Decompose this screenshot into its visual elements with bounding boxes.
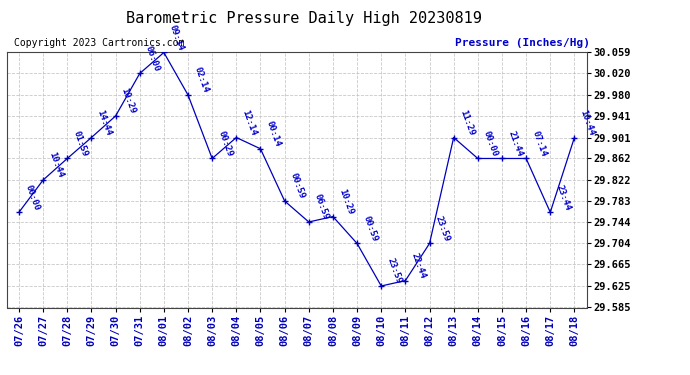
Text: 23:59: 23:59 [386,257,403,285]
Text: Barometric Pressure Daily High 20230819: Barometric Pressure Daily High 20230819 [126,11,482,26]
Text: 23:44: 23:44 [555,183,572,211]
Text: 10:44: 10:44 [579,108,596,137]
Text: 00:59: 00:59 [362,214,379,243]
Text: 11:29: 11:29 [458,108,475,137]
Text: 09:14: 09:14 [168,23,186,52]
Text: 10:44: 10:44 [48,151,65,179]
Text: 00:00: 00:00 [23,183,41,211]
Text: 00:00: 00:00 [482,129,500,158]
Text: 00:59: 00:59 [289,172,306,200]
Text: 07:14: 07:14 [531,129,548,158]
Text: 06:00: 06:00 [144,44,161,73]
Text: 21:44: 21:44 [506,129,524,158]
Text: 23:59: 23:59 [434,214,451,243]
Text: 14:44: 14:44 [96,108,113,137]
Text: Pressure (Inches/Hg): Pressure (Inches/Hg) [455,38,590,48]
Text: 10:29: 10:29 [120,87,137,115]
Text: 00:29: 00:29 [217,129,234,158]
Text: 22:44: 22:44 [410,252,427,280]
Text: 12:14: 12:14 [241,108,258,137]
Text: 10:29: 10:29 [337,188,355,216]
Text: 00:14: 00:14 [265,120,282,148]
Text: 06:59: 06:59 [313,193,331,221]
Text: 02:14: 02:14 [193,66,210,94]
Text: 01:59: 01:59 [72,129,89,158]
Text: Copyright 2023 Cartronics.com: Copyright 2023 Cartronics.com [14,38,184,48]
